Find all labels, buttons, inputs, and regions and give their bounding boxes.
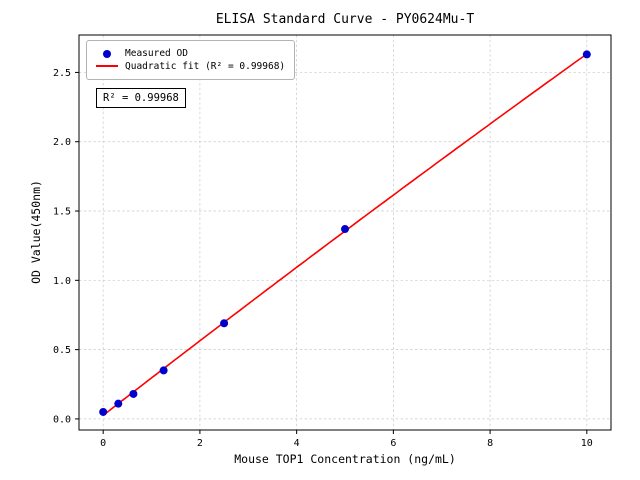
y-tick-label: 2.0 bbox=[53, 137, 71, 148]
r-squared-annotation: R² = 0.99968 bbox=[96, 88, 186, 108]
data-point bbox=[114, 399, 123, 408]
data-point bbox=[582, 50, 591, 59]
y-tick-label: 1.0 bbox=[53, 276, 71, 287]
y-tick-label: 0.0 bbox=[53, 414, 71, 425]
y-tick-label: 2.5 bbox=[53, 68, 71, 79]
quadratic-fit-line bbox=[102, 53, 588, 416]
data-point bbox=[129, 389, 138, 398]
legend-entry-quadratic-fit: Quadratic fit (R² = 0.99968) bbox=[94, 60, 286, 72]
legend-label-measured-od: Measured OD bbox=[125, 48, 188, 59]
x-tick-label: 2 bbox=[197, 438, 203, 449]
x-tick-label: 4 bbox=[294, 438, 300, 449]
x-axis-label: Mouse TOP1 Concentration (ng/mL) bbox=[234, 452, 456, 466]
y-tick-label: 0.5 bbox=[53, 345, 71, 356]
legend-handle bbox=[94, 65, 120, 68]
legend: Measured OD Quadratic fit (R² = 0.99968) bbox=[86, 40, 296, 80]
x-tick-label: 6 bbox=[390, 438, 396, 449]
y-axis-label: OD Value(450nm) bbox=[29, 180, 43, 284]
legend-entry-measured-od: Measured OD bbox=[94, 49, 285, 59]
x-tick-label: 0 bbox=[100, 438, 106, 449]
data-point bbox=[99, 407, 108, 416]
measured-od-dot-icon bbox=[103, 49, 111, 58]
chart-title: ELISA Standard Curve - PY0624Mu-T bbox=[215, 12, 475, 27]
legend-label-quadratic-fit: Quadratic fit (R² = 0.99968) bbox=[125, 60, 286, 72]
data-point bbox=[159, 366, 168, 375]
data-point bbox=[341, 225, 349, 234]
x-tick-label: 10 bbox=[581, 438, 593, 449]
data-point bbox=[220, 319, 229, 328]
y-tick-label: 1.5 bbox=[53, 207, 71, 218]
quadratic-fit-line-icon bbox=[96, 65, 118, 68]
legend-handle bbox=[94, 49, 120, 58]
x-tick-label: 8 bbox=[487, 438, 493, 449]
plot-border bbox=[78, 34, 612, 431]
